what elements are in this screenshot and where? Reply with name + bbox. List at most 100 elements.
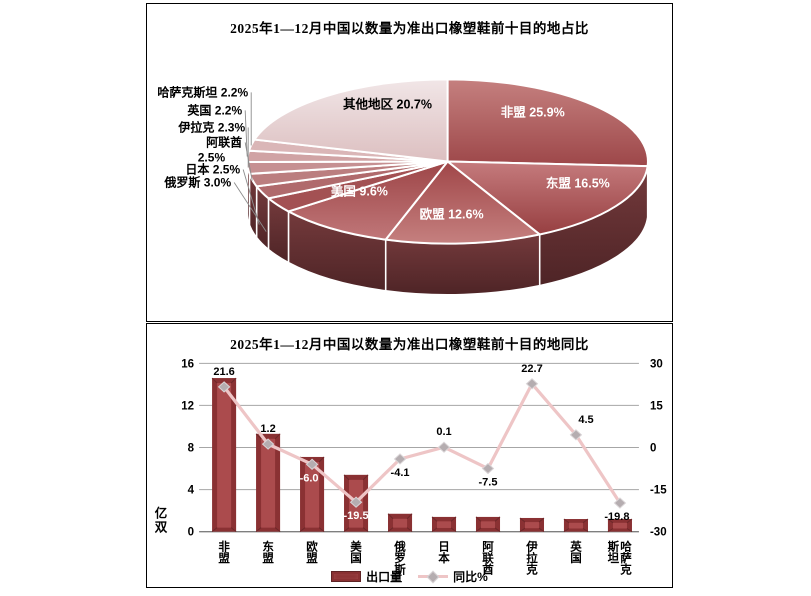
legend-label-export-volume: 出口量: [366, 570, 403, 584]
yoy-line-series: [222, 382, 622, 504]
x-axis-label: 伊: [525, 540, 538, 554]
bar-bevel-edge: [582, 518, 589, 524]
diamond-marker-4: [393, 453, 407, 465]
x-axis-label: 联: [482, 551, 494, 565]
bar-bevel-edge: [475, 527, 482, 533]
x-axis-label: 酋: [482, 563, 494, 577]
bar-bevel-edge: [211, 377, 218, 384]
x-axis-label: 罗: [394, 552, 406, 565]
diamond-marker-5: [437, 441, 451, 453]
pie-outside-label: 阿联酋: [206, 134, 242, 149]
bar-bevel-edge: [494, 516, 501, 522]
bar-bevel-edge: [274, 527, 281, 533]
bar-bevel-edge: [318, 456, 325, 463]
bar-line-chart: 0 4 8 12 16 -30 -15 0 15 30 亿双 21.6 1.2 -6.0 -19.5 -4.1…: [155, 358, 667, 577]
yoy-value-label: 0.1: [436, 426, 451, 438]
bar-series-swatch-icon: [331, 571, 362, 582]
bar-bevel-edge: [387, 527, 394, 533]
pie-chart-3d: 非盟 25.9% 东盟 16.5% 欧盟 12.6% 美国 9.6% 其他地区 20.7…: [157, 78, 649, 296]
bar-bevel-edge: [582, 528, 589, 533]
line-series-swatch-icon: [418, 570, 449, 583]
bar-bevel-edge: [299, 527, 306, 533]
bar-bevel-edge: [343, 527, 350, 533]
yoy-value-label: 4.5: [578, 414, 593, 426]
pie-outside-label: 英国 2.2%: [187, 102, 242, 117]
leader-line: [242, 169, 260, 225]
leader-line: [233, 182, 267, 232]
bar-bevel-edge: [274, 433, 281, 440]
bar-bevel-edge: [230, 377, 237, 384]
chart-legend: 出口量 同比%: [147, 568, 672, 585]
bar-bevel-edge: [406, 527, 413, 533]
left-axis-tick-label: 8: [188, 442, 195, 454]
bar-bevel-edge: [450, 516, 457, 522]
pie-chart-title: 2025年1—12月中国以数量为准出口橡塑鞋前十目的地占比: [230, 21, 589, 36]
pie-outside-label: 伊拉克 2.3%: [177, 119, 245, 134]
bar-inner-face: [217, 383, 232, 528]
x-axis-label: 斯: [608, 540, 620, 554]
bar-bevel-edge: [538, 517, 545, 523]
bar-inner-face: [261, 438, 276, 528]
right-axis-tick-label: 30: [650, 358, 663, 370]
bar-bevel-edge: [538, 527, 545, 533]
bar-bevel-edge: [626, 528, 633, 533]
bar-bevel-edge: [563, 528, 570, 533]
yoy-value-label: 1.2: [260, 423, 275, 435]
yoy-value-label: -19.5: [343, 510, 368, 522]
leader-line: [244, 110, 248, 157]
left-axis-tick-label: 0: [188, 527, 194, 539]
bar-bevel-edge: [519, 517, 526, 523]
x-axis-label: 盟: [262, 552, 274, 565]
diamond-marker-0: [217, 381, 231, 393]
x-axis-label: 拉: [526, 551, 538, 565]
left-axis-tick-label: 4: [188, 485, 195, 497]
right-axis-tick-label: -30: [650, 527, 667, 539]
diamond-marker-3: [349, 496, 363, 508]
bar-inner-face: [305, 461, 320, 528]
x-axis-label: 日: [438, 541, 450, 554]
bar-chart-title: 2025年1—12月中国以数量为准出口橡塑鞋前十目的地同比: [230, 337, 589, 352]
legend-item-export-volume: 出口量: [331, 568, 402, 585]
bar-inner-face: [393, 518, 408, 528]
bar-bevel-edge: [387, 513, 394, 520]
pie-outside-label: 俄罗斯 3.0%: [163, 175, 231, 190]
pie-slice-2: [384, 160, 541, 245]
diamond-marker-9: [613, 497, 627, 509]
diamond-marker-8: [569, 429, 583, 441]
pie-outside-label: 日本 2.5%: [185, 162, 240, 177]
bar-bevel-edge: [519, 527, 526, 533]
pie-slice-0: [446, 78, 649, 168]
left-axis-tick-label: 16: [181, 358, 194, 370]
pie-data-label: 欧盟 12.6%: [420, 207, 484, 222]
x-axis-label: 欧: [306, 540, 318, 554]
bar-bevel-edge: [431, 516, 438, 522]
bar-line-chart-panel: 2025年1—12月中国以数量为准出口橡塑鞋前十目的地同比 0 4 8 12 16 -30…: [146, 323, 673, 588]
x-axis-label: 盟: [218, 552, 230, 565]
x-axis-label: 哈: [620, 540, 632, 554]
bar-bevel-edge: [475, 516, 482, 522]
x-axis-label: 国: [570, 551, 582, 565]
x-axis-label: 俄: [393, 540, 406, 554]
bar-bevel-edge: [230, 527, 237, 533]
pie-slice-1: [446, 160, 649, 236]
right-axis-tick-label: 0: [650, 442, 656, 454]
bar-inner-face: [480, 521, 496, 528]
x-axis-label: 克: [619, 563, 632, 577]
yoy-value-label: 22.7: [521, 363, 542, 375]
x-axis-label: 斯: [394, 563, 406, 577]
right-axis-tick-label: -15: [650, 485, 667, 497]
bar-bevel-edge: [450, 527, 457, 533]
x-axis-label: 美: [350, 540, 362, 554]
bar-inner-face: [524, 522, 539, 529]
bar-bevel-edge: [362, 527, 369, 533]
right-axis-tick-label: 15: [650, 400, 663, 412]
diamond-marker-2: [305, 458, 319, 471]
pie-data-label: 东盟 16.5%: [546, 176, 610, 191]
bar-bevel-edge: [318, 527, 325, 533]
leader-line: [244, 142, 253, 181]
yoy-value-label: -7.5: [479, 477, 498, 489]
x-axis-label: 坦: [608, 551, 620, 565]
bar-bevel-edge: [406, 513, 413, 520]
x-axis-label: 国: [350, 551, 362, 565]
